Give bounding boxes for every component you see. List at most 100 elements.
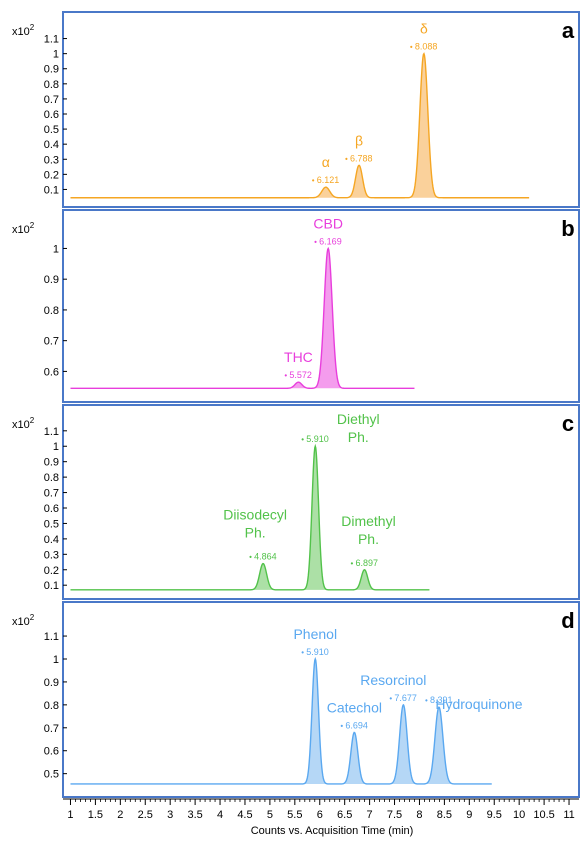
- peak-rt-label: 5.572: [289, 370, 312, 380]
- peak-name-line: THC: [284, 349, 313, 365]
- y-scale-base: x10: [12, 26, 30, 38]
- y-tick-label: 0.5: [44, 124, 59, 136]
- peak-name-label: Resorcinol: [360, 672, 426, 688]
- peak-rt-marker: •: [284, 371, 287, 380]
- peak-rt-label: 6.788: [350, 153, 373, 163]
- peak-rt-marker: •: [340, 721, 343, 730]
- x-tick-label: 9: [466, 809, 472, 821]
- panel-label: a: [562, 18, 575, 43]
- peak-rt-label: 8.088: [415, 42, 438, 52]
- peak-name-line: Ph.: [358, 531, 379, 547]
- x-tick-label: 2.5: [138, 809, 153, 821]
- peak-rt-marker: •: [350, 559, 353, 568]
- y-tick-label: 0.8: [44, 305, 59, 317]
- peak-area: [304, 659, 326, 784]
- x-tick-label: 11: [563, 809, 574, 821]
- panel-frame: [62, 11, 580, 208]
- y-tick-label: 0.7: [44, 723, 59, 735]
- peak-name-label: α: [322, 154, 330, 170]
- peak-name-line: Diethyl: [337, 411, 380, 427]
- x-tick-label: 2: [117, 809, 123, 821]
- peak-area: [426, 707, 452, 784]
- x-tick-label: 1.5: [88, 809, 103, 821]
- y-tick-label: 0.4: [44, 534, 59, 546]
- y-tick-label: 0.6: [44, 366, 59, 378]
- peak-area: [304, 446, 326, 590]
- peak-name-line: Ph.: [348, 429, 369, 445]
- y-scale-base: x10: [12, 224, 30, 236]
- peak-rt-label: 4.864: [254, 552, 277, 562]
- peak-name-label: δ: [420, 21, 428, 37]
- peak-rt-marker: •: [249, 553, 252, 562]
- y-tick-label: 0.9: [44, 64, 59, 76]
- peak-name-line: CBD: [313, 215, 343, 231]
- x-tick-label: 8: [416, 809, 422, 821]
- y-tick-label: 0.2: [44, 565, 59, 577]
- peak-name-label: β: [355, 132, 363, 148]
- x-tick-label: 3.5: [187, 809, 202, 821]
- y-tick-label: 0.6: [44, 109, 59, 121]
- panel-label: b: [561, 216, 574, 241]
- y-tick-label: 0.8: [44, 700, 59, 712]
- y-tick-label: 0.5: [44, 769, 59, 781]
- x-tick-label: 6: [317, 809, 323, 821]
- y-tick-label: 0.2: [44, 169, 59, 181]
- series-trace: [70, 443, 430, 591]
- y-tick-label: 1: [53, 441, 59, 453]
- peak-rt-label: 5.910: [306, 434, 329, 444]
- y-tick-label: 0.7: [44, 94, 59, 106]
- peak-name-label: Hydroquinone: [435, 696, 522, 712]
- series-trace: [70, 656, 492, 785]
- peak-area: [343, 732, 366, 784]
- peak-rt-label: 5.910: [306, 647, 329, 657]
- y-tick-label: 0.3: [44, 549, 59, 561]
- y-tick-label: 0.6: [44, 746, 59, 758]
- y-tick-label: 0.4: [44, 139, 59, 151]
- peak-name-line: Resorcinol: [360, 672, 426, 688]
- y-tick-label: 0.1: [44, 580, 59, 592]
- peak-area: [391, 704, 416, 784]
- peak-rt-marker: •: [301, 435, 304, 444]
- peak-name-label: Phenol: [293, 626, 337, 642]
- y-scale-exponent: 2: [30, 416, 35, 425]
- peak-name-line: β: [355, 132, 363, 148]
- peak-name-line: δ: [420, 21, 428, 37]
- y-tick-label: 0.1: [44, 184, 59, 196]
- peak-name-label: Catechol: [327, 699, 382, 715]
- peak-name-label: CBD: [313, 215, 343, 231]
- y-tick-label: 0.3: [44, 154, 59, 166]
- y-scale-base: x10: [12, 419, 30, 431]
- peak-rt-marker: •: [314, 237, 317, 246]
- x-tick-label: 5: [267, 809, 273, 821]
- peak-rt-label: 7.677: [394, 693, 417, 703]
- y-scale-base: x10: [12, 616, 30, 628]
- x-tick-label: 10: [513, 809, 525, 821]
- x-tick-label: 7: [367, 809, 373, 821]
- panel-frame: [62, 601, 580, 798]
- peak-name-line: α: [322, 154, 330, 170]
- y-tick-label: 0.9: [44, 677, 59, 689]
- x-tick-label: 4: [217, 809, 223, 821]
- x-tick-label: 1: [67, 809, 73, 821]
- y-scale-label: x102: [12, 23, 35, 38]
- x-tick-label: 4.5: [237, 809, 252, 821]
- x-tick-label: 9.5: [487, 809, 502, 821]
- peak-area: [315, 248, 341, 389]
- peak-area: [347, 165, 371, 198]
- peak-name-line: Diisodecyl: [223, 507, 287, 523]
- panel-label: c: [562, 411, 574, 436]
- peak-name-line: Hydroquinone: [435, 696, 522, 712]
- x-tick-label: 3: [167, 809, 173, 821]
- series-trace: [70, 246, 415, 390]
- peak-name-label: Diethyl Ph.: [337, 411, 380, 445]
- x-tick-label: 8.5: [437, 809, 452, 821]
- peak-rt-label: 6.897: [355, 558, 378, 568]
- peak-rt-marker: •: [410, 43, 413, 52]
- y-tick-label: 0.7: [44, 336, 59, 348]
- y-scale-label: x102: [12, 416, 35, 431]
- peak-name-label: Diisodecyl Ph.: [223, 507, 287, 541]
- peak-name-line: Ph.: [245, 525, 266, 541]
